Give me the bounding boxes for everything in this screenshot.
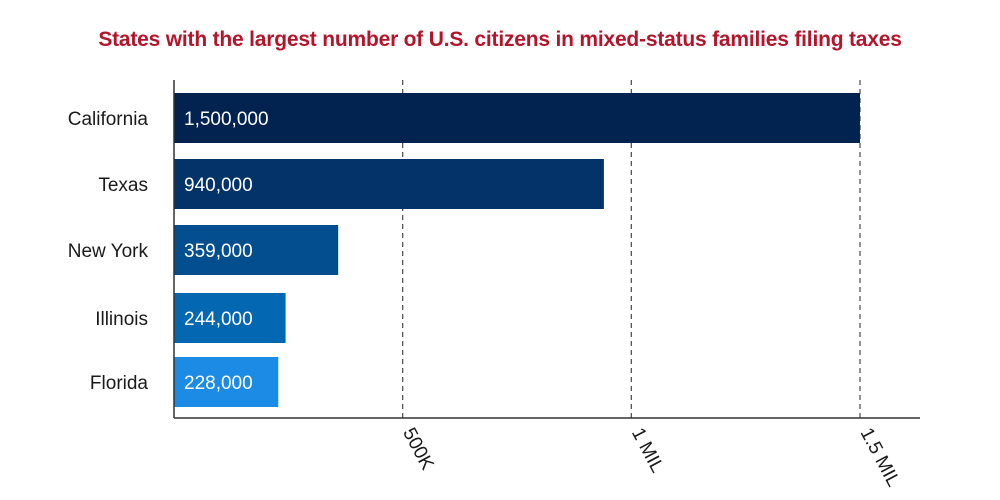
bar-illinois	[174, 293, 286, 343]
value-label: 228,000	[184, 373, 253, 394]
bar-florida	[174, 357, 279, 407]
value-label: 940,000	[184, 175, 253, 196]
x-tick-label: 1 MIL	[627, 424, 668, 476]
chart-title: States with the largest number of U.S. c…	[98, 28, 902, 51]
value-label: 359,000	[184, 241, 253, 262]
category-label: California	[68, 109, 149, 130]
value-label: 244,000	[184, 309, 253, 330]
bar-new-york	[174, 225, 339, 275]
category-label: Florida	[90, 373, 149, 394]
x-tick-label: 1.5 MIL	[856, 424, 904, 490]
bar-california	[174, 93, 860, 143]
category-label: Illinois	[95, 309, 148, 330]
value-label: 1,500,000	[184, 109, 269, 130]
category-label: New York	[68, 241, 149, 262]
x-tick-label: 500K	[398, 424, 438, 473]
bar-texas	[174, 159, 604, 209]
category-label: Texas	[98, 175, 148, 196]
